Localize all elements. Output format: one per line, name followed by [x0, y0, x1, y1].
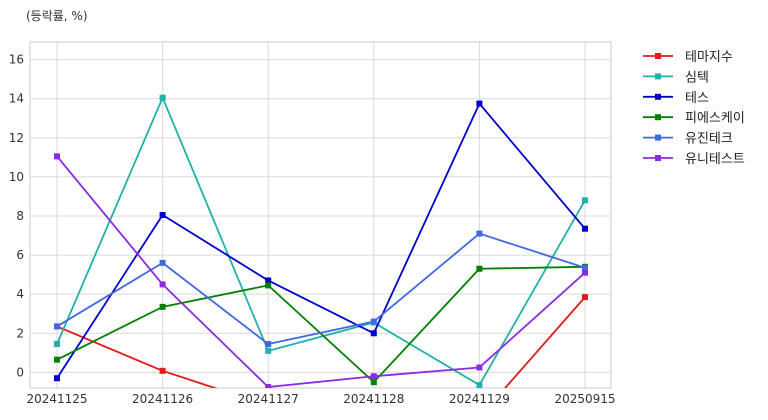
data-point [582, 264, 588, 271]
series-6 [54, 153, 588, 388]
data-point [370, 318, 377, 325]
data-point [265, 341, 272, 348]
y-tick-label: 0 [16, 365, 24, 379]
legend-label: 유진테크 [685, 132, 733, 147]
data-point [476, 265, 483, 272]
data-point [159, 94, 166, 101]
series-line [503, 296, 586, 388]
data-point [265, 347, 272, 354]
y-tick-label: 10 [9, 170, 24, 184]
series-5 [54, 230, 588, 348]
legend-marker [655, 134, 661, 141]
data-point [159, 367, 166, 374]
legend-marker [655, 73, 661, 80]
data-point [265, 384, 272, 388]
y-tick-label: 12 [9, 131, 24, 145]
x-tick-label: 20241126 [132, 392, 193, 406]
y-tick-label: 6 [16, 248, 24, 262]
data-point [476, 364, 483, 371]
legend-item: 유진테크 [643, 132, 733, 147]
y-tick-label: 16 [9, 53, 24, 67]
data-point [54, 356, 60, 363]
data-point [582, 225, 588, 232]
x-tick-label: 20241129 [449, 392, 510, 406]
data-point [159, 303, 166, 310]
x-tick-label: 20241127 [238, 392, 299, 406]
x-tick-label: 20241125 [26, 392, 87, 406]
data-point [159, 259, 166, 266]
y-tick-label: 4 [16, 287, 24, 301]
series-layer [54, 94, 588, 388]
data-point [582, 269, 588, 276]
series-line [56, 265, 586, 384]
legend-marker [655, 114, 661, 121]
legend-label: 테마지수 [685, 50, 733, 65]
legend-item: 피에스케이 [643, 111, 745, 126]
data-point [370, 330, 377, 337]
legend-label: 피에스케이 [685, 111, 745, 126]
plot-frame [29, 41, 612, 389]
series-line [56, 232, 586, 345]
x-tick-label: 20241128 [343, 392, 404, 406]
legend-label: 테스 [685, 91, 709, 106]
y-ticks: 0 2 4 6 8 10 12 14 16 [9, 53, 24, 380]
series-3 [54, 100, 588, 382]
legend-marker [655, 93, 661, 100]
x-tick-label: 20250915 [554, 392, 615, 406]
data-point [54, 153, 60, 160]
series-4 [54, 263, 588, 386]
data-point [582, 294, 588, 301]
series-line [56, 96, 586, 386]
series-line [56, 102, 586, 379]
data-point [582, 197, 588, 204]
legend-label: 심텍 [685, 70, 709, 85]
legend-item: 테스 [643, 91, 709, 106]
data-point [159, 281, 166, 288]
data-point [54, 375, 60, 382]
data-point [370, 379, 377, 386]
data-point [476, 230, 483, 237]
data-point [476, 100, 483, 107]
legend-item: 유니테스트 [643, 152, 745, 167]
legend-item: 심텍 [643, 70, 709, 85]
y-tick-label: 2 [16, 326, 24, 340]
x-ticks: 20241125 20241126 20241127 20241128 20241129… [26, 392, 615, 406]
y-tick-label: 8 [16, 209, 24, 223]
data-point [54, 323, 60, 330]
y-tick-label: 14 [9, 92, 24, 106]
legend-label: 유니테스트 [685, 152, 745, 167]
legend-marker [655, 53, 661, 59]
data-point [265, 277, 272, 284]
legend-marker [655, 155, 661, 161]
y-axis-label: (등락률, %) [26, 9, 88, 23]
series-line [56, 155, 586, 388]
data-point [54, 341, 60, 348]
data-point [265, 282, 272, 289]
data-point [370, 373, 377, 380]
data-point [476, 382, 483, 388]
legend-item: 테마지수 [643, 50, 733, 65]
data-point [159, 212, 166, 218]
